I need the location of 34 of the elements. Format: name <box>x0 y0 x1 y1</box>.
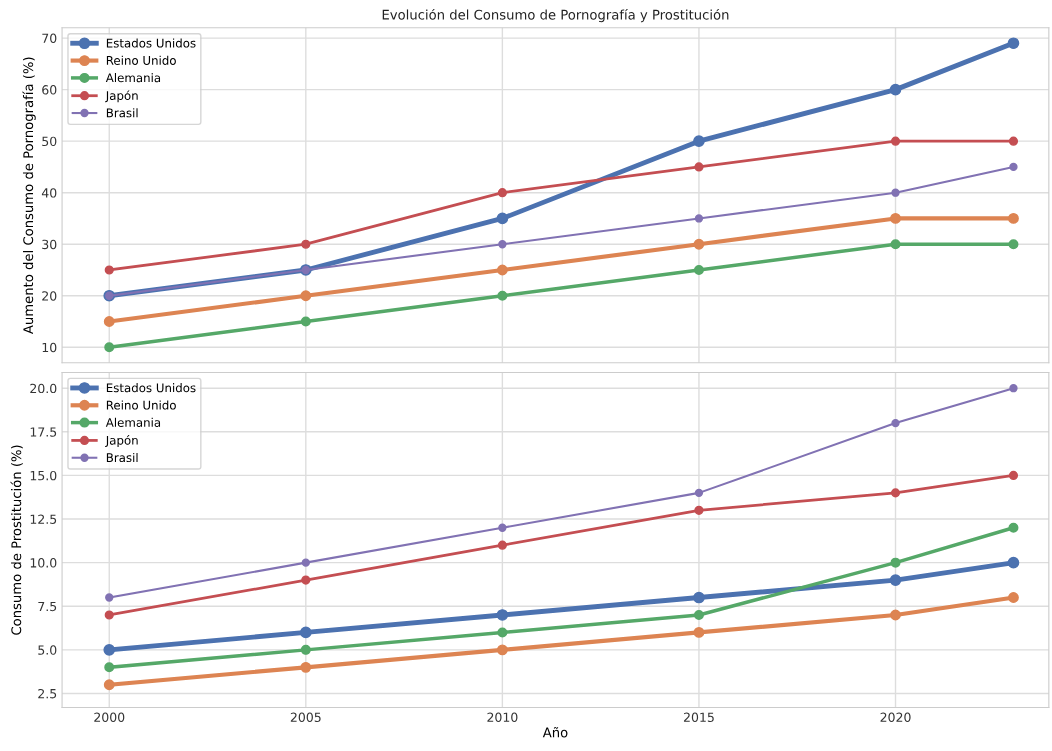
x-tick-label: 2010 <box>487 712 518 722</box>
legend-label: Estados Unidos <box>106 383 196 393</box>
y-tick-label: 7.5 <box>38 601 57 612</box>
y-tick-label: 17.5 <box>30 427 57 437</box>
y-tick-label: 2.5 <box>38 688 57 699</box>
y-tick-label: 5.0 <box>38 645 57 655</box>
legend-label: Alemania <box>105 73 161 83</box>
y-axis-title: Aumento del Consumo de Pornografía (%) <box>22 57 36 334</box>
x-tick-label: 2000 <box>94 712 125 722</box>
y-tick-label: 70 <box>42 33 57 44</box>
y-axis-title: Consumo de Prostitución (%) <box>10 445 23 635</box>
y-tick-label: 15.0 <box>30 470 57 481</box>
y-tick-label: 10.0 <box>30 558 57 568</box>
legend-label: Alemania <box>105 417 161 427</box>
x-tick-label: 2020 <box>880 712 911 722</box>
legend-label: Brasil <box>106 452 138 463</box>
y-tick-label: 30 <box>42 239 57 250</box>
y-tick-label: 40 <box>41 188 57 198</box>
chart-title: Evolución del Consumo de Pornografía y Prostitución <box>382 8 729 23</box>
legend-label: Reino Unido <box>106 400 176 410</box>
y-tick-label: 60 <box>42 85 57 95</box>
y-tick-label: 50 <box>42 136 57 147</box>
x-tick-label: 2005 <box>290 712 321 722</box>
legend-label: Japón <box>105 90 138 103</box>
legend-label: Brasil <box>106 108 138 118</box>
x-axis-title: Año <box>542 726 568 738</box>
legend-label: Reino Unido <box>106 55 176 65</box>
x-tick-label: 2015 <box>683 712 714 722</box>
y-tick-label: 20 <box>42 291 57 301</box>
legend-label: Estados Unidos <box>106 38 196 48</box>
y-tick-label: 12.5 <box>30 514 57 524</box>
legend-label: Japón <box>105 435 138 447</box>
y-tick-label: 20.0 <box>30 383 57 394</box>
y-tick-label: 10 <box>42 342 57 353</box>
